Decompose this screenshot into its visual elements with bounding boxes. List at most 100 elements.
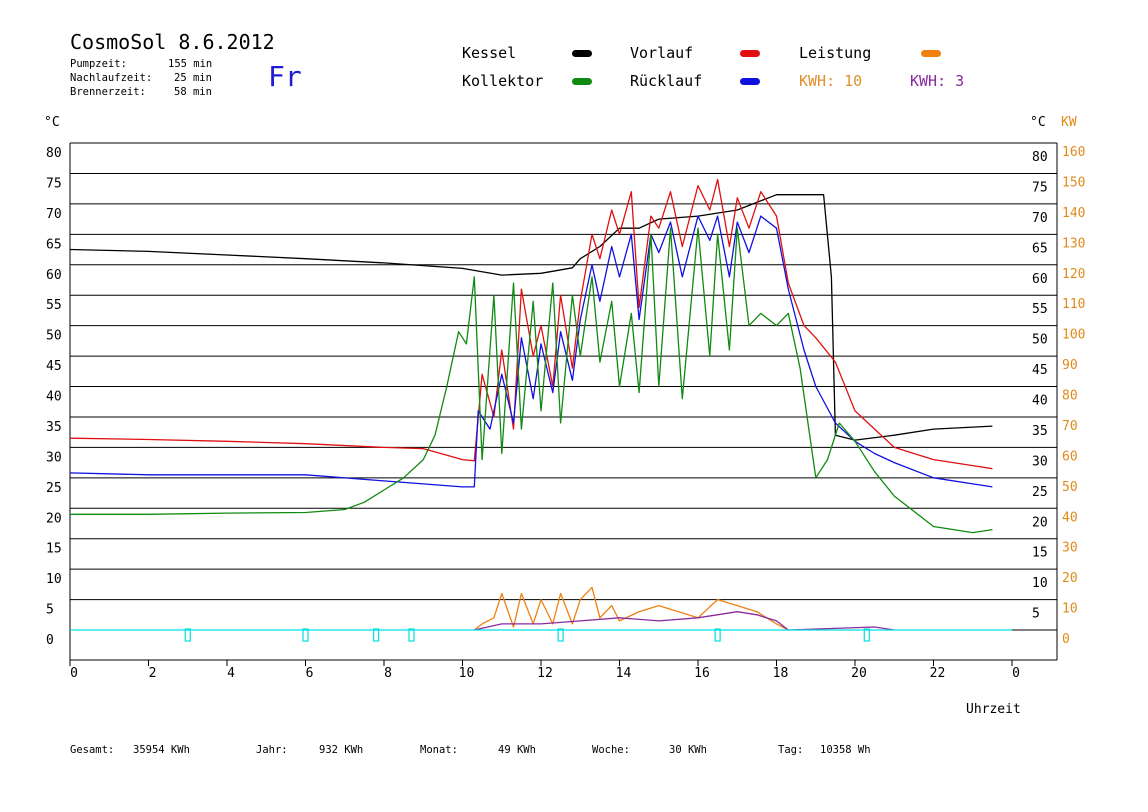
legend-leistung-label: Leistung — [799, 44, 872, 62]
footer-woche-label: Woche: — [592, 744, 630, 756]
y-tick-left: 0 — [46, 633, 54, 648]
y-tick-right: 15 — [1032, 546, 1048, 561]
footer-monat-value: 49 KWh — [498, 744, 536, 756]
y-tick-right: 40 — [1032, 394, 1048, 409]
y-tick-right: 45 — [1032, 363, 1048, 378]
y-axis-unit-kw: KW — [1061, 115, 1077, 130]
y-tick-left: 80 — [46, 146, 62, 161]
y-tick-kw: 130 — [1062, 236, 1085, 251]
x-tick-label: 4 — [227, 666, 235, 681]
weekday-label: Fr — [268, 60, 302, 93]
y-tick-kw: 10 — [1062, 602, 1078, 617]
legend-ruecklauf-label: Rücklauf — [630, 72, 703, 90]
legend-kwh-solar: KWH: 10 — [799, 72, 863, 90]
y-tick-right: 80 — [1032, 150, 1048, 165]
y-tick-left: 5 — [46, 603, 54, 618]
series-r-cklauf — [69, 215, 993, 488]
y-tick-kw: 30 — [1062, 541, 1078, 556]
y-tick-left: 25 — [46, 481, 62, 496]
stat-value-brennerzeit: 58 min — [174, 86, 212, 98]
x-axis-label: Uhrzeit — [966, 702, 1021, 717]
y-tick-left: 30 — [46, 450, 62, 465]
y-tick-right: 35 — [1032, 424, 1048, 439]
legend-vorlauf-swatch — [740, 50, 760, 57]
x-tick-label: 0 — [70, 666, 78, 681]
y-tick-left: 55 — [46, 298, 62, 313]
y-axis-unit-right: °C — [1030, 115, 1046, 130]
y-tick-kw: 0 — [1062, 632, 1070, 647]
y-tick-right: 25 — [1032, 485, 1048, 500]
stat-value-nachlaufzeit: 25 min — [174, 72, 212, 84]
pump-marker — [863, 628, 870, 642]
legend-kwh-kessel: KWH: 3 — [910, 72, 965, 90]
y-tick-kw: 120 — [1062, 267, 1085, 282]
y-tick-right: 20 — [1032, 515, 1048, 530]
legend-ruecklauf-swatch — [740, 78, 760, 85]
y-tick-kw: 140 — [1062, 206, 1085, 221]
footer-gesamt-label: Gesamt: — [70, 744, 115, 756]
y-tick-left: 60 — [46, 268, 62, 283]
footer-tag-value: 10358 Wh — [820, 744, 871, 756]
y-tick-right: 70 — [1032, 211, 1048, 226]
y-tick-kw: 80 — [1062, 389, 1078, 404]
y-tick-left: 45 — [46, 359, 62, 374]
y-tick-kw: 60 — [1062, 449, 1078, 464]
footer-monat-label: Monat: — [420, 744, 458, 756]
y-tick-left: 35 — [46, 420, 62, 435]
y-tick-left: 65 — [46, 237, 62, 252]
y-tick-kw: 100 — [1062, 328, 1085, 343]
footer-gesamt-value: 35954 KWh — [133, 744, 190, 756]
x-tick-label: 10 — [459, 666, 475, 681]
legend-kollektor-label: Kollektor — [462, 72, 544, 90]
x-tick-label: 2 — [149, 666, 157, 681]
y-tick-right: 75 — [1032, 180, 1048, 195]
x-tick-label: 16 — [694, 666, 710, 681]
footer-woche-value: 30 KWh — [669, 744, 707, 756]
stat-label-brennerzeit: Brennerzeit: — [70, 86, 146, 98]
legend-kessel-swatch — [572, 50, 592, 57]
stat-value-pumpzeit: 155 min — [168, 58, 213, 70]
pump-marker — [557, 628, 564, 642]
series-kollektor — [70, 227, 993, 534]
x-tick-label: 12 — [537, 666, 553, 681]
y-tick-right: 65 — [1032, 241, 1048, 256]
series-kwh — [474, 611, 895, 631]
y-tick-kw: 70 — [1062, 419, 1078, 434]
chart-title: CosmoSol 8.6.2012 — [70, 30, 275, 54]
x-tick-label: 8 — [384, 666, 392, 681]
y-tick-kw: 110 — [1062, 297, 1085, 312]
y-tick-left: 70 — [46, 207, 62, 222]
x-tick-label: 18 — [773, 666, 789, 681]
y-tick-left: 15 — [46, 542, 62, 557]
footer-jahr-value: 932 KWh — [319, 744, 364, 756]
y-tick-kw: 90 — [1062, 358, 1078, 373]
y-tick-right: 50 — [1032, 333, 1048, 348]
y-tick-left: 75 — [46, 176, 62, 191]
y-tick-kw: 20 — [1062, 571, 1078, 586]
pump-marker — [714, 628, 721, 642]
stat-label-pumpzeit: Pumpzeit: — [70, 58, 127, 70]
y-tick-kw: 160 — [1062, 145, 1085, 160]
x-tick-label: 20 — [851, 666, 867, 681]
x-tick-label: 6 — [306, 666, 314, 681]
y-tick-kw: 40 — [1062, 510, 1078, 525]
footer-tag-label: Tag: — [778, 744, 804, 756]
y-axis-unit-left: °C — [44, 115, 60, 130]
y-tick-left: 10 — [46, 572, 62, 587]
stat-label-nachlaufzeit: Nachlaufzeit: — [70, 72, 153, 84]
y-tick-kw: 150 — [1062, 175, 1085, 190]
y-tick-right: 5 — [1032, 607, 1040, 622]
series-leistung — [473, 586, 789, 631]
y-tick-right: 55 — [1032, 302, 1048, 317]
legend-vorlauf-label: Vorlauf — [630, 44, 694, 62]
y-tick-right: 30 — [1032, 454, 1048, 469]
series-kessel — [69, 194, 993, 441]
legend-leistung-swatch — [921, 50, 941, 57]
footer-jahr-label: Jahr: — [256, 744, 288, 756]
y-tick-left: 40 — [46, 390, 62, 405]
legend-kollektor-swatch — [572, 78, 592, 85]
pump-marker — [373, 628, 380, 642]
y-tick-right: 60 — [1032, 272, 1048, 287]
y-tick-left: 20 — [46, 511, 62, 526]
